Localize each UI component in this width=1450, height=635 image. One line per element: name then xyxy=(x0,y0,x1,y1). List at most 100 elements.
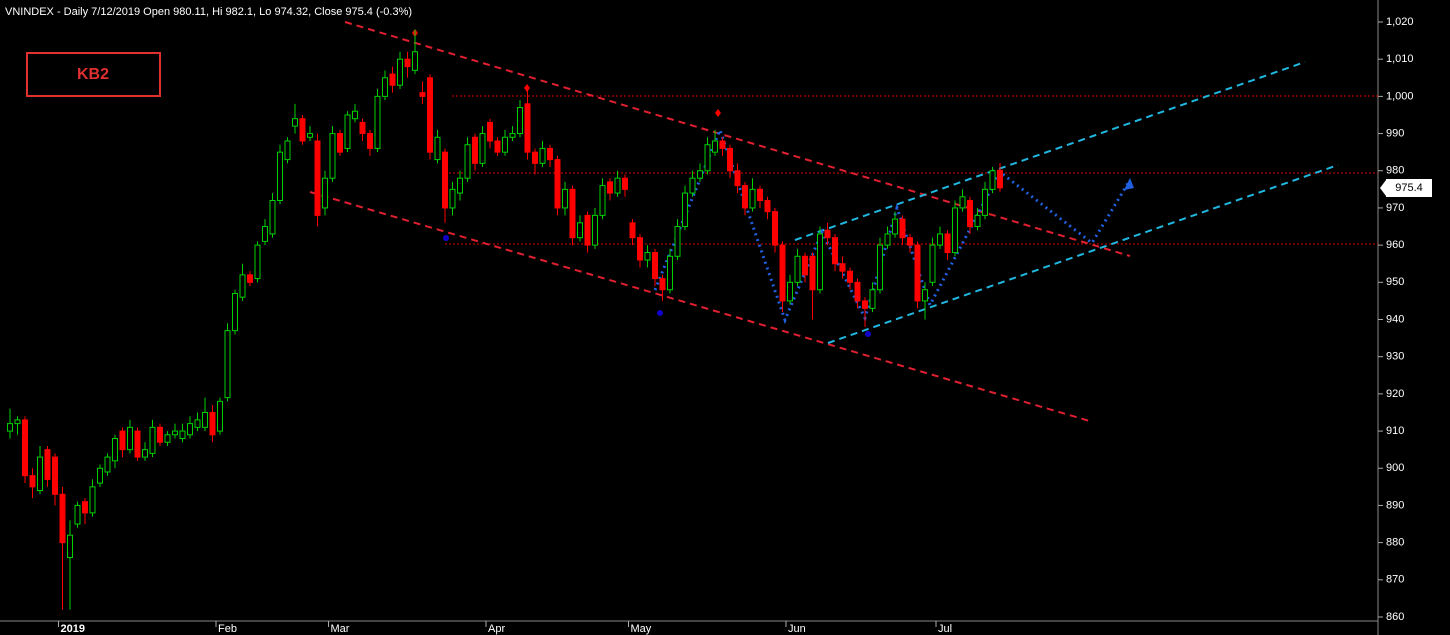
x-tick-label: 2019 xyxy=(61,623,85,635)
candle-body xyxy=(59,493,66,544)
candle-body xyxy=(809,255,816,291)
candle-body xyxy=(269,200,276,235)
candle-body xyxy=(262,226,268,242)
candle-body xyxy=(899,218,906,239)
annotations xyxy=(309,21,1378,423)
candle-body xyxy=(52,456,58,495)
candle-body xyxy=(929,244,936,283)
arrow-head xyxy=(1124,178,1134,190)
candles xyxy=(7,29,1003,610)
candle-body xyxy=(779,244,786,302)
candle-body xyxy=(652,252,658,280)
chart-title: VNINDEX - Daily 7/12/2019 Open 980.11, H… xyxy=(5,6,412,18)
y-tick-label: 960 xyxy=(1386,239,1404,251)
y-tick-label: 940 xyxy=(1386,313,1404,325)
candle-body xyxy=(299,118,306,142)
candle-body xyxy=(157,426,163,443)
candle-body xyxy=(764,200,771,213)
candle-body xyxy=(704,144,711,172)
candle-body xyxy=(412,51,418,71)
x-tick-label: Feb xyxy=(218,623,237,635)
last-price: 975.4 xyxy=(1395,182,1423,194)
candle-body xyxy=(509,133,516,138)
candle-body xyxy=(337,133,343,153)
candle-body xyxy=(892,218,898,235)
candle-body xyxy=(674,226,681,257)
candle-body xyxy=(247,274,253,283)
candle-body xyxy=(824,229,831,239)
candle-body xyxy=(367,133,373,149)
candle-body xyxy=(427,77,433,153)
y-tick-label: 930 xyxy=(1386,351,1404,363)
candle-body xyxy=(734,170,741,187)
price-box xyxy=(1386,179,1432,197)
candle-body xyxy=(89,486,96,514)
candle-body xyxy=(329,133,336,179)
channel-line xyxy=(794,61,1306,241)
high-marker xyxy=(715,109,721,117)
candle-body xyxy=(862,300,868,309)
candle-body xyxy=(832,237,838,265)
candle-body xyxy=(914,244,921,302)
candle-body xyxy=(67,534,73,558)
candle-body xyxy=(614,177,621,194)
candle-body xyxy=(442,151,448,209)
candle-body xyxy=(524,103,531,153)
candle-body xyxy=(104,456,111,473)
candle-body xyxy=(44,449,51,480)
candle-body xyxy=(757,188,763,201)
candle-body xyxy=(787,281,793,302)
candle-body xyxy=(569,188,576,239)
candle-body xyxy=(164,434,171,443)
candle-body xyxy=(712,140,718,153)
candle-body xyxy=(472,136,478,164)
candle-body xyxy=(97,467,103,484)
trend-line xyxy=(309,191,1094,423)
candle-body xyxy=(997,169,1003,189)
candle-body xyxy=(224,330,231,399)
candle-body xyxy=(697,170,703,179)
candle-body xyxy=(434,136,441,161)
candle-body xyxy=(14,419,21,425)
candle-body xyxy=(389,73,396,86)
candle-body xyxy=(547,147,553,161)
candle-body xyxy=(749,188,756,209)
candle-body xyxy=(82,501,88,514)
y-tick-label: 1,000 xyxy=(1386,90,1414,102)
candle-body xyxy=(419,92,426,97)
candle-body xyxy=(974,214,981,228)
candle-body xyxy=(194,419,201,428)
candle-body xyxy=(307,133,313,138)
badge-box xyxy=(26,52,161,97)
markers xyxy=(412,29,871,337)
candle-body xyxy=(22,419,28,477)
y-tick-label: 890 xyxy=(1386,499,1404,511)
y-tick-label: 980 xyxy=(1386,165,1404,177)
candle-body xyxy=(659,278,666,291)
candle-body xyxy=(502,136,508,153)
candle-body xyxy=(592,214,598,246)
candle-body xyxy=(7,423,13,432)
candle-body xyxy=(622,177,628,190)
candle-body xyxy=(134,430,141,458)
candle-body xyxy=(127,426,133,451)
y-tick-label: 900 xyxy=(1386,462,1404,474)
x-tick-label: Jul xyxy=(938,623,952,635)
y-tick-label: 910 xyxy=(1386,425,1404,437)
x-tick-label: May xyxy=(631,623,652,635)
candle-body xyxy=(112,438,118,462)
candle-body xyxy=(277,151,283,201)
candle-body xyxy=(352,110,358,120)
candle-body xyxy=(689,177,696,194)
channel-line xyxy=(827,164,1339,344)
candle-body xyxy=(149,426,156,454)
candle-body xyxy=(359,121,366,135)
candle-body xyxy=(922,289,928,302)
y-tick-label: 970 xyxy=(1386,202,1404,214)
candle-body xyxy=(382,77,388,97)
candle-body xyxy=(772,211,778,246)
y-tick-label: 880 xyxy=(1386,537,1404,549)
candle-body xyxy=(404,58,411,68)
candle-body xyxy=(884,233,891,246)
